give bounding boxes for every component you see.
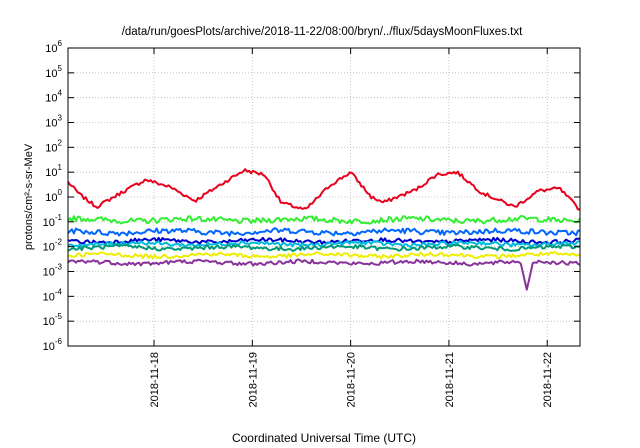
y-axis-label: protons/cm²-s-sr-MeV xyxy=(23,143,35,250)
series-group xyxy=(67,168,581,291)
y-tick-label: 10-3 xyxy=(43,263,63,279)
x-tick-label: 2018-11-19 xyxy=(247,352,259,407)
y-tick-label: 102 xyxy=(45,138,62,154)
chart-title: /data/run/goesPlots/archive/2018-11-22/0… xyxy=(122,26,523,38)
series-line-1 xyxy=(67,168,581,211)
y-tick-label: 104 xyxy=(45,89,62,105)
y-tick-label: 10-1 xyxy=(43,213,63,229)
y-tick-label: 105 xyxy=(45,64,62,80)
x-axis: 2018-11-18 2018-11-19 2018-11-20 2018-11-21… xyxy=(149,48,554,407)
x-tick-label: 2018-11-18 xyxy=(149,352,161,407)
y-tick-label: 10-2 xyxy=(43,238,63,254)
y-tick-label: 100 xyxy=(45,188,62,204)
series-line-4 xyxy=(67,236,580,245)
y-tick-label: 10-6 xyxy=(43,337,63,353)
y-tick-label: 103 xyxy=(45,114,62,130)
y-tick-label: 10-5 xyxy=(43,312,63,328)
x-axis-label: Coordinated Universal Time (UTC) xyxy=(232,431,416,445)
y-tick-label: 10-4 xyxy=(43,287,63,303)
x-tick-label: 2018-11-21 xyxy=(444,352,456,407)
y-tick-label: 106 xyxy=(45,39,62,55)
series-line-6 xyxy=(67,243,581,252)
series-line-2 xyxy=(67,215,581,225)
y-tick-label: 101 xyxy=(45,163,62,179)
series-line-7 xyxy=(68,251,581,260)
x-tick-label: 2018-11-20 xyxy=(346,352,358,407)
y-axis: 10-6 10-5 10-4 10-3 10-2 10-1 100 101 102 103 104 1… xyxy=(43,39,580,353)
series-line-3 xyxy=(67,227,581,237)
series-line-8 xyxy=(67,258,581,291)
x-tick-label: 2018-11-22 xyxy=(542,352,554,407)
